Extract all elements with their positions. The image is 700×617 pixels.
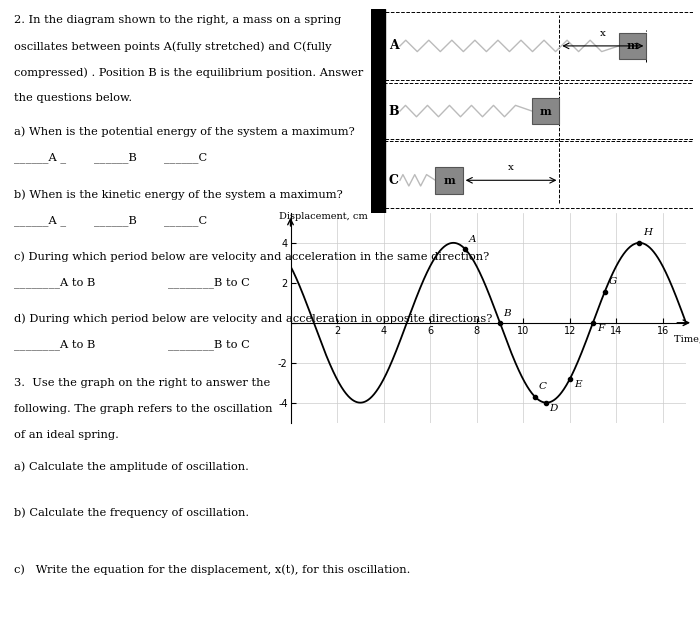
Text: B: B xyxy=(503,308,511,318)
Text: G: G xyxy=(609,277,617,286)
Text: following. The graph refers to the oscillation: following. The graph refers to the oscil… xyxy=(14,404,272,414)
Text: x: x xyxy=(600,29,606,38)
Text: F: F xyxy=(598,324,605,333)
Text: c) During which period below are velocity and acceleration in the same direction: c) During which period below are velocit… xyxy=(14,251,489,262)
Text: B: B xyxy=(389,104,399,118)
Text: A: A xyxy=(389,39,398,52)
Text: Time, s: Time, s xyxy=(674,335,700,344)
Text: E: E xyxy=(574,380,582,389)
Bar xyxy=(386,141,693,208)
Text: ______C: ______C xyxy=(164,153,208,164)
Text: m: m xyxy=(443,175,455,186)
Text: ________A to B: ________A to B xyxy=(14,277,95,288)
Text: d) During which period below are velocity and acceleration in opposite direction: d) During which period below are velocit… xyxy=(14,313,492,324)
Text: m: m xyxy=(540,106,552,117)
Bar xyxy=(386,83,693,139)
Text: A: A xyxy=(468,235,476,244)
Text: Displacement, cm: Displacement, cm xyxy=(279,212,368,221)
Text: H: H xyxy=(643,228,652,237)
Text: of an ideal spring.: of an ideal spring. xyxy=(14,430,119,440)
Text: 2. In the diagram shown to the right, a mass on a spring: 2. In the diagram shown to the right, a … xyxy=(14,15,342,25)
Text: ______C: ______C xyxy=(164,215,208,226)
Text: x: x xyxy=(508,163,514,172)
Text: ______B: ______B xyxy=(94,215,137,226)
Text: b) Calculate the frequency of oscillation.: b) Calculate the frequency of oscillatio… xyxy=(14,508,249,518)
Bar xyxy=(532,98,559,124)
Text: ______A _: ______A _ xyxy=(14,153,66,164)
Text: c)   Write the equation for the displacement, x(t), for this oscillation.: c) Write the equation for the displaceme… xyxy=(14,565,410,576)
Text: compressed) . Position B is the equilibrium position. Answer: compressed) . Position B is the equilibr… xyxy=(14,67,363,78)
Text: ______B: ______B xyxy=(94,153,137,164)
Text: ________B to C: ________B to C xyxy=(168,277,250,288)
Text: ______A _: ______A _ xyxy=(14,215,66,226)
Bar xyxy=(435,167,463,194)
Text: a) When is the potential energy of the system a maximum?: a) When is the potential energy of the s… xyxy=(14,127,355,138)
Text: 3.  Use the graph on the right to answer the: 3. Use the graph on the right to answer … xyxy=(14,378,270,388)
Text: C: C xyxy=(389,174,399,187)
Text: ________A to B: ________A to B xyxy=(14,339,95,350)
Bar xyxy=(619,33,646,59)
Text: D: D xyxy=(549,404,557,413)
Bar xyxy=(386,12,693,80)
Text: a) Calculate the amplitude of oscillation.: a) Calculate the amplitude of oscillatio… xyxy=(14,461,249,472)
Text: oscillates between points A(fully stretched) and C(fully: oscillates between points A(fully stretc… xyxy=(14,41,332,52)
Text: m: m xyxy=(626,40,638,51)
Text: C: C xyxy=(538,381,546,391)
Bar xyxy=(371,9,386,213)
Text: b) When is the kinetic energy of the system a maximum?: b) When is the kinetic energy of the sys… xyxy=(14,189,343,200)
Text: ________B to C: ________B to C xyxy=(168,339,250,350)
Text: the questions below.: the questions below. xyxy=(14,93,132,103)
